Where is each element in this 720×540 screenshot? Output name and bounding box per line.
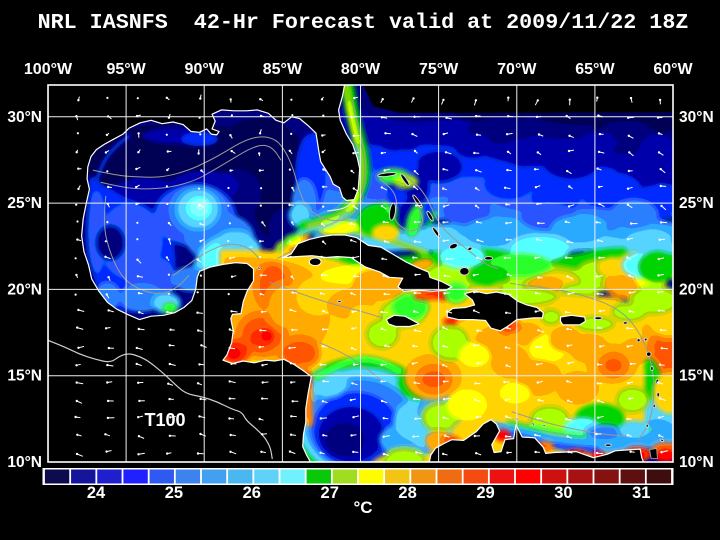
svg-text:10°N: 10°N [679,454,714,471]
svg-text:15°N: 15°N [679,368,714,385]
svg-text:85°W: 85°W [263,61,303,78]
svg-text:30: 30 [554,484,572,502]
svg-text:75°W: 75°W [419,61,459,78]
svg-text:15°N: 15°N [7,368,42,385]
svg-text:24: 24 [87,484,106,502]
svg-text:26: 26 [243,484,261,502]
svg-text:30°N: 30°N [7,109,42,126]
svg-text:20°N: 20°N [679,281,714,298]
svg-text:95°W: 95°W [106,61,146,78]
svg-text:90°W: 90°W [185,61,225,78]
svg-text:25°N: 25°N [679,195,714,212]
svg-text:60°W: 60°W [653,61,693,78]
svg-text:31: 31 [632,484,650,502]
svg-text:20°N: 20°N [7,281,42,298]
svg-text:30°N: 30°N [679,109,714,126]
svg-text:25: 25 [165,484,183,502]
svg-text:65°W: 65°W [575,61,615,78]
svg-text:27: 27 [321,484,339,502]
svg-text:70°W: 70°W [497,61,537,78]
svg-text:°C: °C [353,498,372,517]
svg-text:NRL IASNFS 42-Hr Forecast val: NRL IASNFS 42-Hr Forecast valid at 2009/… [38,10,689,35]
svg-text:100°W: 100°W [24,61,73,78]
svg-text:T100: T100 [144,410,185,430]
svg-text:29: 29 [476,484,494,502]
svg-text:80°W: 80°W [341,61,381,78]
svg-text:28: 28 [398,484,416,502]
svg-text:10°N: 10°N [7,454,42,471]
svg-text:25°N: 25°N [7,195,42,212]
